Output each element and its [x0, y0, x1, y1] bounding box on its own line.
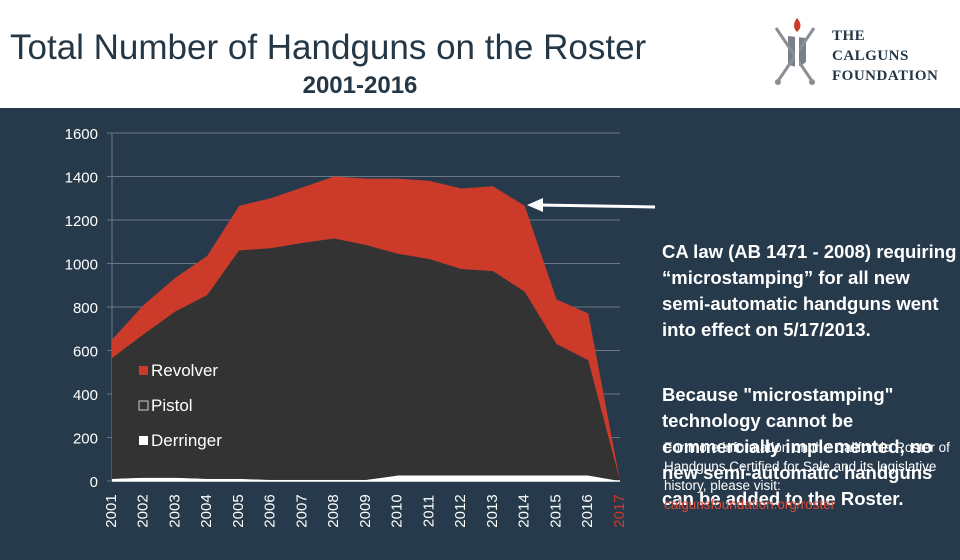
legend: Revolver Pistol Derringer: [138, 361, 222, 450]
logo-line-3: FOUNDATION: [832, 68, 939, 84]
y-tick-label: 1600: [65, 126, 98, 143]
x-tick-label: 2001: [103, 494, 120, 527]
legend-swatch-derringer: [139, 436, 148, 445]
x-tick-label: 2013: [484, 494, 501, 527]
x-tick-label: 2004: [198, 494, 215, 527]
area-layer: [112, 176, 620, 481]
legend-swatch-pistol: [138, 400, 149, 411]
microstamping-impact-note: Because "microstamping" technology canno…: [662, 384, 933, 509]
arrow-line: [538, 203, 656, 209]
x-tick-label: 2002: [135, 494, 152, 527]
more-info-text: For more information on the California R…: [664, 438, 954, 514]
logo-line-2: CALGUNS: [832, 48, 909, 64]
shield-crossed-swords-flame-icon: [774, 18, 816, 85]
x-tick-label: 2016: [579, 494, 596, 527]
legend-label-derringer: Derringer: [151, 431, 222, 450]
microstamping-law-note: CA law (AB 1471 - 2008) requiring “micro…: [662, 241, 957, 340]
roster-link[interactable]: calgunsfoundation.org/roster: [664, 497, 836, 512]
chart-title: Total Number of Handguns on the Roster: [10, 28, 647, 67]
x-tick-label: 2012: [452, 494, 469, 527]
logo: THE CALGUNS FOUNDATION: [770, 14, 950, 90]
x-tick-label: 2010: [389, 494, 406, 527]
x-tick-label: 2008: [325, 494, 342, 527]
legend-label-revolver: Revolver: [151, 361, 218, 380]
x-tick-label: 2015: [547, 494, 564, 527]
y-tick-label: 1400: [65, 170, 98, 187]
y-tick-label: 0: [90, 474, 98, 491]
y-tick-label: 400: [73, 387, 98, 404]
legend-label-pistol: Pistol: [151, 396, 193, 415]
y-tick-label: 200: [73, 431, 98, 448]
x-tick-label: 2014: [516, 494, 533, 527]
x-tick-label: 2003: [166, 494, 183, 527]
logo-line-1: THE: [832, 28, 866, 44]
legend-swatch-revolver: [139, 366, 148, 375]
arrow-head: [527, 198, 543, 212]
chart-subtitle: 2001-2016: [302, 72, 418, 99]
x-tick-label: 2017: [611, 494, 628, 527]
logo-text: THE CALGUNS FOUNDATION: [832, 26, 938, 86]
y-tick-label: 600: [73, 344, 98, 361]
series-area-revolver: [112, 176, 620, 481]
series-area-derringer: [112, 475, 620, 481]
y-tick-label: 1200: [65, 213, 98, 230]
x-tick-label: 2006: [262, 494, 279, 527]
y-tick-label: 1000: [65, 257, 98, 274]
x-tick-label: 2011: [420, 495, 437, 527]
x-tick-label: 2009: [357, 494, 374, 527]
annotation-arrow: [527, 198, 656, 212]
x-tick-label: 2005: [230, 494, 247, 527]
more-info-body: For more information on the California R…: [664, 440, 950, 493]
series-area-pistol: [112, 238, 620, 481]
stacked-area-chart: 0 200 400 600 800 1000 1200 1400 1600 2001 2002 200…: [65, 126, 656, 528]
x-tick-label: 2007: [293, 494, 310, 527]
chart-panel: 0 200 400 600 800 1000 1200 1400 1600 2001 2002 200…: [0, 108, 960, 560]
y-tick-label: 800: [73, 300, 98, 317]
axes: 0 200 400 600 800 1000 1200 1400 1600 2001 2002 200…: [65, 126, 628, 528]
header: Total Number of Handguns on the Roster 2…: [0, 0, 960, 108]
